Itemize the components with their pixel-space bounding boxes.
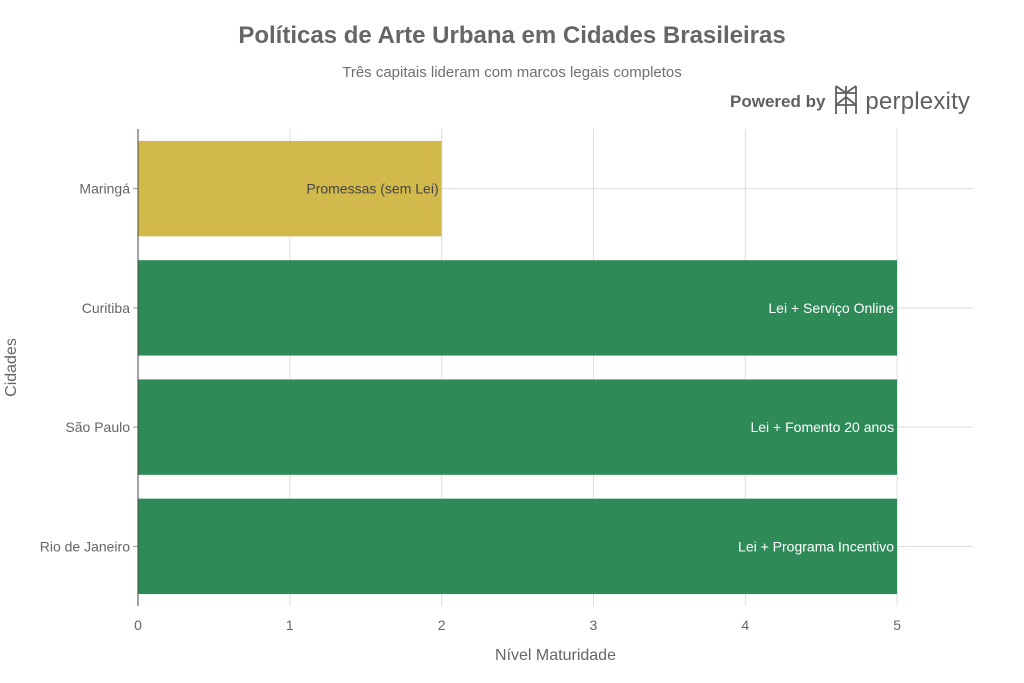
x-tick-label: 0 [134,617,142,633]
x-axis-title: Nível Maturidade [495,647,616,664]
bars: Lei + Programa Incentivo Lei + Fomento 20… [138,140,898,595]
bar-label: Lei + Fomento 20 anos [750,419,894,435]
bar[interactable] [138,379,898,475]
bar[interactable] [138,498,898,595]
y-tick-label: São Paulo [65,419,130,435]
x-tick-label: 2 [438,617,446,633]
x-tick-label: 4 [741,617,749,633]
y-tick-label: Curitiba [82,300,130,316]
x-tick-label: 3 [590,617,598,633]
x-tick-label: 1 [286,617,294,633]
y-tick-label: Rio de Janeiro [40,538,130,554]
bar-label: Promessas (sem Lei) [306,181,438,197]
y-tick-label: Maringá [79,181,130,197]
perplexity-wordmark: perplexity [865,88,971,115]
chart-title: Políticas de Arte Urbana em Cidades Bras… [238,22,786,49]
bar[interactable] [138,260,898,356]
bar-label: Lei + Serviço Online [768,300,894,316]
bar-label: Lei + Programa Incentivo [738,538,894,554]
perplexity-logo-icon [833,84,859,121]
axes: 0 1 2 3 4 5 Rio de Janeiro São Paulo Curitiba Mar… [40,129,901,633]
x-tick-label: 5 [893,617,901,633]
powered-by-badge[interactable]: Powered by perplexity [730,84,971,121]
chart-subtitle: Três capitais lideram com marcos legais … [342,64,682,81]
y-axis-title: Cidades [3,338,20,397]
bar[interactable] [138,140,442,237]
powered-by-text: Powered by [730,92,826,111]
